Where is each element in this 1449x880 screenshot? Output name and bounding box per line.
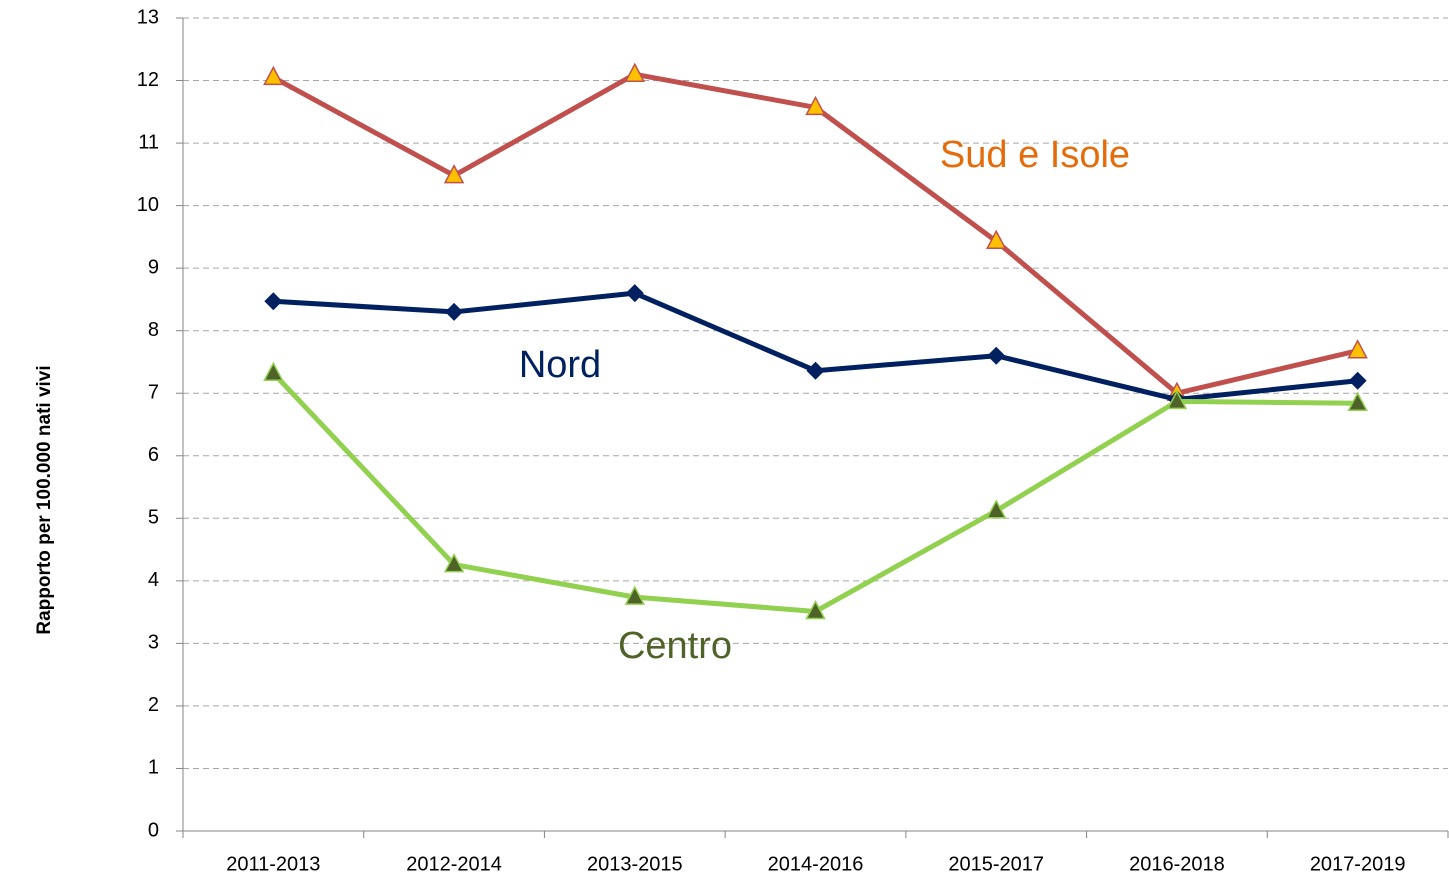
- y-tick-label: 0: [148, 819, 159, 841]
- y-tick-label: 2: [148, 694, 159, 716]
- y-tick-label: 4: [148, 569, 159, 591]
- marker: [1166, 389, 1188, 410]
- marker: [263, 65, 284, 86]
- marker: [264, 292, 283, 311]
- series-label: Sud e Isole: [940, 134, 1130, 176]
- marker: [805, 95, 826, 116]
- marker: [263, 361, 284, 381]
- series-line: [272, 71, 1359, 396]
- y-tick-label: 10: [137, 194, 159, 216]
- x-tick-label: 2012-2014: [406, 853, 502, 875]
- y-tick-label: 1: [148, 757, 159, 779]
- marker: [625, 284, 644, 303]
- y-tick-label: 11: [138, 131, 159, 153]
- marker: [985, 229, 1007, 250]
- series-label: Centro: [618, 625, 732, 667]
- y-axis-label: Rapporto per 100.000 nati vivi: [34, 365, 55, 634]
- marker: [445, 302, 464, 321]
- marker: [1347, 391, 1368, 411]
- x-tick-label: 2015-2017: [948, 853, 1044, 875]
- x-tick-label: 2014-2016: [768, 853, 864, 875]
- y-tick-label: 5: [148, 507, 159, 529]
- y-tick-label: 12: [137, 69, 159, 91]
- x-tick-label: 2016-2018: [1129, 853, 1225, 875]
- y-tick-label: 6: [148, 444, 159, 466]
- marker: [805, 599, 826, 620]
- marker: [985, 499, 1007, 519]
- marker: [987, 346, 1006, 365]
- x-tick-label: 2017-2019: [1310, 853, 1406, 875]
- marker: [443, 552, 465, 573]
- series-label: Nord: [519, 344, 601, 386]
- marker: [1347, 339, 1368, 359]
- marker: [806, 361, 825, 380]
- series-line: [271, 371, 1358, 614]
- y-tick-label: 9: [148, 256, 159, 278]
- y-tick-label: 7: [148, 382, 159, 404]
- y-tick-label: 13: [137, 6, 159, 28]
- marker: [443, 163, 465, 184]
- x-tick-label: 2013-2015: [587, 853, 683, 875]
- marker: [1348, 371, 1367, 390]
- marker: [624, 62, 646, 83]
- y-tick-label: 8: [148, 319, 159, 341]
- x-tick-label: 2011-2013: [226, 853, 320, 875]
- series-line: [273, 290, 1358, 402]
- y-tick-label: 3: [148, 632, 159, 654]
- marker: [624, 585, 646, 605]
